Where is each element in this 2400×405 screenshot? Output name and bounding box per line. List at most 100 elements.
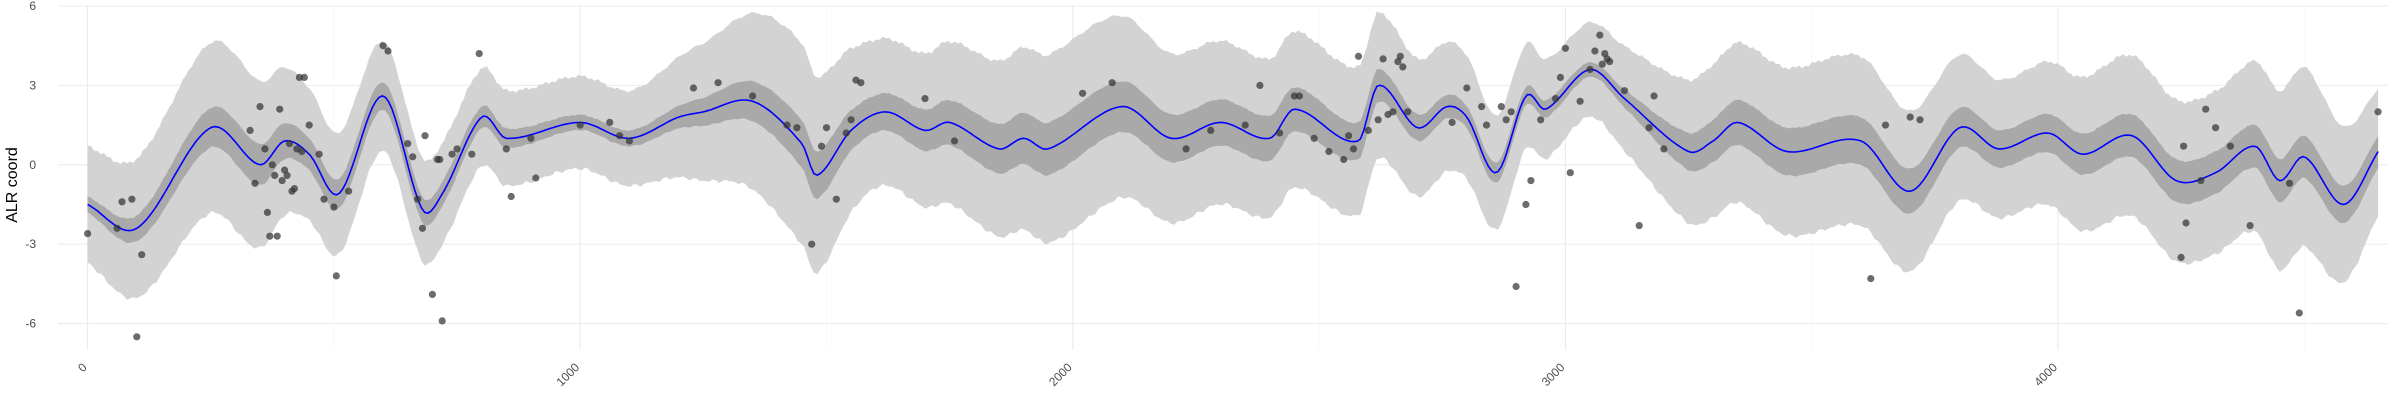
data-point	[921, 95, 929, 103]
y-tick-label: -6	[25, 317, 36, 331]
data-point	[414, 195, 422, 203]
data-point	[714, 79, 722, 87]
data-point	[332, 272, 340, 280]
data-point	[271, 171, 279, 179]
data-point	[689, 84, 698, 92]
data-point	[1916, 116, 1924, 124]
data-point	[1207, 126, 1215, 134]
data-point	[1463, 84, 1471, 92]
data-point	[1576, 97, 1584, 105]
y-tick-label: 0	[29, 158, 36, 172]
data-point	[118, 198, 126, 206]
data-point	[315, 150, 323, 158]
data-point	[857, 79, 865, 87]
data-point	[817, 142, 826, 150]
data-point	[278, 177, 286, 185]
data-point	[1079, 89, 1087, 97]
data-point	[793, 124, 801, 132]
data-point	[502, 145, 510, 153]
x-tick-label: 4000	[2031, 360, 2060, 389]
data-point	[625, 137, 634, 145]
data-point	[290, 185, 298, 193]
x-tick-label: 0	[75, 360, 90, 375]
data-point	[1374, 116, 1382, 124]
data-point	[273, 232, 281, 240]
data-point	[475, 50, 483, 58]
data-point	[421, 132, 429, 140]
data-point	[256, 103, 264, 111]
data-point	[1497, 103, 1505, 111]
data-point	[1522, 200, 1530, 209]
data-point	[1310, 134, 1318, 142]
data-point	[1551, 95, 1560, 103]
data-point	[1379, 55, 1387, 63]
data-point	[276, 105, 284, 113]
data-point	[847, 116, 855, 124]
data-point	[428, 290, 436, 298]
data-point	[1650, 92, 1658, 100]
data-point	[246, 126, 254, 134]
y-tick-label: 6	[29, 0, 36, 13]
data-point	[1241, 121, 1249, 129]
data-point	[1635, 222, 1643, 230]
data-point	[251, 179, 259, 187]
data-point	[320, 195, 328, 203]
data-point	[418, 224, 427, 232]
data-point	[266, 232, 274, 240]
data-point	[1404, 108, 1412, 116]
data-point	[298, 147, 306, 156]
data-point	[1478, 103, 1486, 111]
x-tick-label: 2000	[1046, 360, 1075, 389]
data-point	[2202, 105, 2210, 113]
data-point	[268, 161, 276, 169]
data-point	[749, 92, 757, 100]
line-layer	[87, 68, 2379, 232]
data-point	[1527, 177, 1535, 185]
y-axis-title: ALR coord	[4, 147, 21, 223]
data-point	[263, 208, 271, 216]
data-point	[330, 203, 338, 211]
data-point	[285, 140, 294, 148]
data-point	[1507, 108, 1515, 116]
data-point	[468, 150, 476, 158]
data-point	[305, 121, 313, 129]
data-point	[808, 240, 816, 248]
data-point	[527, 134, 535, 142]
data-point	[2212, 124, 2220, 132]
posterior-mean-line	[87, 68, 2379, 232]
data-point	[384, 47, 392, 55]
data-point	[1598, 60, 1606, 68]
data-point	[532, 174, 540, 182]
data-point	[283, 171, 291, 179]
data-point	[2177, 253, 2185, 261]
data-point	[606, 118, 614, 126]
data-point	[1295, 92, 1303, 100]
data-point	[1349, 145, 1358, 153]
data-point	[1354, 52, 1363, 60]
data-point	[832, 195, 840, 203]
data-point	[448, 150, 456, 158]
data-point	[1606, 58, 1614, 66]
data-point	[1256, 81, 1264, 89]
data-point	[1399, 63, 1407, 71]
data-point	[1389, 108, 1397, 116]
data-point	[507, 192, 515, 201]
data-point	[1325, 147, 1333, 156]
data-point	[436, 155, 444, 164]
data-point	[616, 132, 624, 140]
data-point	[345, 187, 353, 195]
data-point	[1276, 129, 1284, 137]
data-point	[1586, 65, 1594, 74]
data-point	[1906, 113, 1914, 121]
data-point	[1396, 52, 1404, 60]
data-point	[1448, 118, 1456, 126]
data-point	[1620, 87, 1629, 95]
data-point	[453, 145, 461, 153]
data-point	[113, 224, 121, 232]
data-point	[379, 42, 387, 50]
data-point	[1561, 44, 1569, 52]
data-point	[409, 153, 417, 161]
data-point	[2182, 219, 2190, 227]
data-point	[2285, 179, 2294, 187]
